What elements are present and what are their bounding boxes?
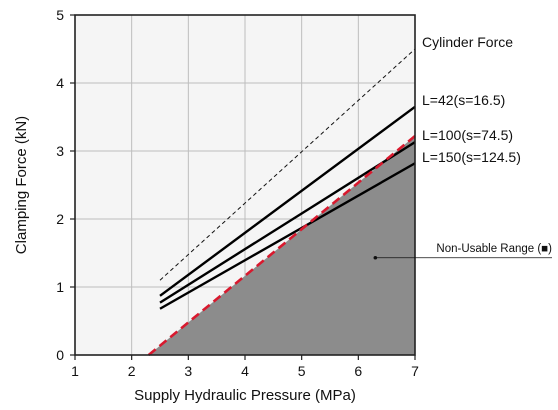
x-tick-label-1: 2 [128,363,136,379]
y-tick-label-4: 4 [56,75,64,91]
x-tick-label-2: 3 [184,363,192,379]
series-label-2: L=100(s=74.5) [422,127,513,143]
x-tick-label-4: 5 [298,363,306,379]
x-tick-label-6: 7 [411,363,419,379]
x-tick-label-0: 1 [71,363,79,379]
y-tick-label-3: 3 [56,143,64,159]
x-tick-label-3: 4 [241,363,249,379]
series-label-1: L=42(s=16.5) [422,92,505,108]
x-axis-title: Supply Hydraulic Pressure (MPa) [134,387,356,404]
y-tick-label-2: 2 [56,211,64,227]
y-tick-label-5: 5 [56,7,64,23]
y-tick-label-0: 0 [56,347,64,363]
annotation-label: Non-Usable Range (■) [436,243,552,255]
y-axis-title: Clamping Force (kN) [13,116,30,254]
series-label-3: L=150(s=124.5) [422,149,521,165]
y-tick-label-1: 1 [56,279,64,295]
series-label-0: Cylinder Force [422,34,513,50]
x-tick-label-5: 6 [354,363,362,379]
